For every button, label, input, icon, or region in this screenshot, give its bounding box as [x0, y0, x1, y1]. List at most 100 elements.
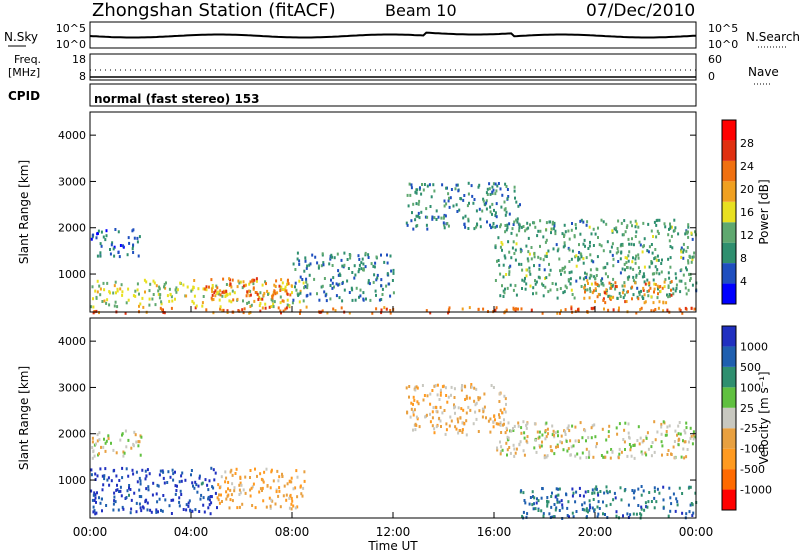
power-cell	[389, 311, 392, 315]
power-cell	[550, 227, 553, 231]
velocity-cell	[91, 436, 94, 440]
power-cell	[525, 268, 528, 272]
power-cell	[228, 277, 231, 281]
power-cell	[658, 272, 661, 276]
power-cell	[294, 268, 297, 271]
power-cell	[582, 257, 585, 261]
velocity-cell	[685, 512, 688, 516]
velocity-cell	[252, 482, 255, 486]
velocity-cell	[508, 446, 511, 449]
velocity-cell	[91, 456, 94, 460]
power-cell	[141, 296, 144, 300]
power-cell	[601, 282, 604, 285]
velocity-cell	[510, 429, 513, 433]
velocity-cell	[650, 500, 653, 503]
power-cell	[380, 253, 382, 257]
velocity-cell	[591, 424, 594, 428]
power-cell	[647, 289, 650, 293]
power-cell	[374, 261, 377, 265]
power-cell	[415, 191, 418, 195]
velocity-cell	[95, 500, 97, 504]
power-colorbar-segment	[722, 140, 736, 161]
power-cell	[358, 263, 361, 267]
power-cell	[186, 285, 189, 289]
power-cell	[642, 221, 645, 225]
velocity-cell	[629, 448, 632, 452]
power-cell	[563, 223, 566, 227]
velocity-cell	[585, 509, 588, 513]
power-cell	[249, 280, 252, 284]
power-cell	[298, 300, 301, 304]
power-cell	[333, 256, 336, 260]
velocity-cell	[269, 504, 272, 508]
power-cell	[221, 308, 224, 312]
velocity-cell	[251, 485, 254, 489]
power-cell	[689, 278, 691, 282]
power-cell	[154, 303, 157, 307]
velocity-colorbar-segment	[722, 366, 736, 388]
power-cell	[106, 281, 109, 285]
velocity-cell	[556, 500, 559, 504]
power-cell	[583, 238, 586, 242]
velocity-cell	[558, 487, 561, 491]
velocity-cell	[218, 486, 221, 490]
power-cell	[255, 279, 258, 283]
power-cell	[600, 244, 603, 248]
power-cell	[158, 285, 161, 289]
power-cell	[247, 300, 250, 304]
velocity-cell	[416, 417, 419, 421]
power-cell	[105, 301, 108, 305]
power-cell	[314, 255, 317, 259]
power-cell	[132, 228, 135, 232]
velocity-cell	[688, 440, 690, 444]
velocity-cell	[94, 496, 97, 500]
velocity-cell	[602, 500, 604, 504]
power-cell	[330, 253, 333, 257]
power-cell	[309, 292, 312, 296]
velocity-cell	[104, 441, 107, 445]
velocity-cell	[174, 492, 177, 496]
velocity-cell	[579, 494, 582, 498]
power-cell	[564, 284, 567, 288]
power-cell	[615, 251, 618, 255]
velocity-cell	[104, 449, 107, 453]
power-cell	[242, 311, 245, 315]
velocity-cell	[191, 509, 194, 513]
power-cell	[222, 308, 225, 312]
power-cell	[650, 229, 653, 233]
power-cell	[656, 296, 659, 300]
power-cell	[691, 255, 694, 259]
power-cell	[378, 298, 381, 302]
power-cell	[99, 242, 102, 246]
velocity-cell	[523, 499, 526, 502]
velocity-cell	[551, 433, 554, 437]
power-cell	[105, 229, 108, 233]
power-cell	[588, 225, 591, 229]
power-cell	[349, 256, 352, 260]
power-cell	[525, 244, 528, 248]
power-cell	[113, 284, 116, 288]
power-cell	[533, 264, 535, 268]
power-cell	[687, 259, 690, 263]
power-cell	[550, 231, 552, 235]
power-cell	[655, 271, 658, 275]
velocity-cell	[301, 494, 304, 498]
velocity-cell	[447, 395, 450, 399]
power-cell	[121, 290, 124, 294]
power-cell	[672, 287, 675, 291]
velocity-cell	[198, 510, 201, 513]
velocity-cell	[190, 469, 193, 472]
time-tick-label: 00:00	[679, 525, 714, 539]
power-cell	[210, 296, 213, 300]
velocity-colorbar-tick: 1000	[740, 340, 768, 353]
power-cell	[613, 227, 616, 231]
power-cell	[602, 220, 605, 224]
velocity-cell	[590, 426, 593, 430]
velocity-cell	[591, 491, 594, 495]
power-cell	[164, 286, 167, 290]
power-cell	[585, 272, 588, 276]
velocity-cell	[549, 445, 552, 449]
power-cell	[648, 281, 651, 285]
velocity-cell	[110, 479, 113, 483]
velocity-cell	[541, 440, 543, 444]
